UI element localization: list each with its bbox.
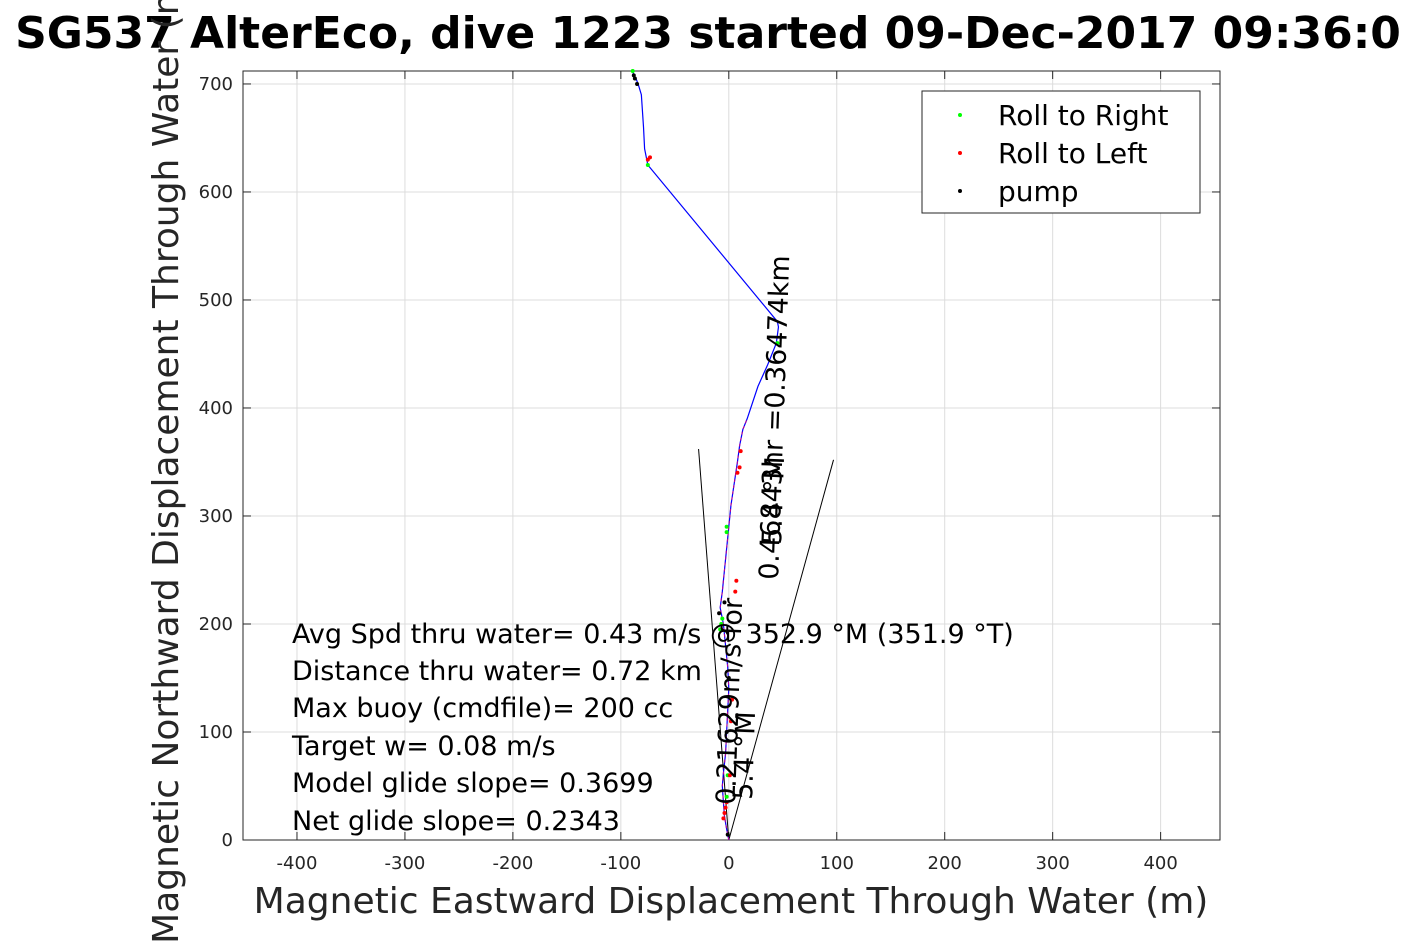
legend: Roll to Right Roll to Left pump — [921, 90, 1201, 214]
pump-point — [725, 832, 730, 837]
roll-left-point — [721, 816, 726, 821]
annotation-block: Avg Spd thru water= 0.43 m/s @ 352.9 °M … — [291, 619, 1014, 837]
y-tick-label: 600 — [199, 182, 233, 203]
annotation-avg-speed: Avg Spd thru water= 0.43 m/s @ 352.9 °M … — [292, 619, 1014, 650]
roll-right-point — [645, 162, 650, 167]
roll-right-point — [724, 530, 729, 535]
legend-label-pump: pump — [998, 175, 1079, 208]
roll-right-point — [775, 341, 780, 346]
legend-marker-pump — [958, 189, 962, 193]
legend-marker-roll-left — [958, 151, 962, 155]
roll-left-point — [647, 155, 652, 160]
roll-left-point — [727, 773, 732, 778]
pump-point — [717, 611, 722, 616]
roll-left-point — [728, 719, 733, 724]
y-tick-label: 700 — [199, 74, 233, 95]
legend-label-roll-right: Roll to Right — [998, 99, 1169, 132]
x-tick-label: 0 — [723, 853, 734, 874]
roll-right-point — [719, 621, 724, 626]
heading-wedge-right — [728, 459, 835, 841]
y-tick-label: 500 — [199, 290, 233, 311]
pump-point — [726, 675, 731, 680]
pump-point — [631, 73, 636, 78]
legend-box — [921, 90, 1201, 214]
roll-right-point — [720, 616, 725, 621]
track-overlay-segment — [719, 418, 748, 841]
y-tick-label: 400 — [199, 398, 233, 419]
rotated-label-speed: 0.21629m/s for — [711, 597, 749, 806]
x-tick-label: -100 — [600, 853, 641, 874]
y-tick-label: 300 — [199, 506, 233, 527]
data-marks — [630, 69, 835, 841]
x-tick-label: -400 — [277, 853, 318, 874]
x-axis-label: Magnetic Eastward Displacement Through W… — [254, 881, 1209, 922]
legend-marker-roll-right — [958, 113, 962, 117]
roll-left-point — [733, 589, 738, 594]
x-tick-label: -300 — [385, 853, 426, 874]
roll-left-point — [738, 449, 743, 454]
roll-right-point — [724, 524, 729, 529]
pump-point — [632, 76, 637, 81]
plot-area-frame — [242, 70, 1221, 841]
annotation-distance: Distance thru water= 0.72 km — [292, 656, 702, 687]
legend-label-roll-left: Roll to Left — [998, 137, 1147, 170]
y-tick-label: 200 — [199, 614, 233, 635]
roll-left-point — [722, 810, 727, 815]
x-tick-label: 100 — [820, 853, 854, 874]
annotation-max-buoy: Max buoy (cmdfile)= 200 cc — [292, 693, 673, 724]
roll-right-point — [724, 794, 729, 799]
y-tick-label: 100 — [199, 722, 233, 743]
x-tick-label: -200 — [492, 853, 533, 874]
pump-point — [722, 600, 727, 605]
pump-point — [724, 729, 729, 734]
x-tick-label: 400 — [1143, 853, 1177, 874]
roll-right-point — [630, 69, 635, 73]
roll-left-point — [723, 805, 728, 810]
grid — [243, 71, 1220, 841]
roll-left-point — [724, 800, 729, 805]
y-axis-label: Magnetic Northward Displacement Through … — [146, 0, 187, 944]
pump-point — [635, 81, 640, 86]
roll-right-point — [718, 627, 723, 632]
x-tick-label: 300 — [1035, 853, 1069, 874]
chart-title: SG537 AlterEco, dive 1223 started 09-Dec… — [15, 8, 1401, 59]
roll-left-point — [735, 470, 740, 475]
x-tick-label: 200 — [928, 853, 962, 874]
axis-ticks: -400 -300 -200 -100 0 100 200 300 400 0 100 200 300 4… — [199, 71, 1220, 874]
roll-left-point — [734, 578, 739, 583]
rotated-label-heading-lower: 5.4 °M — [728, 711, 762, 800]
rotated-label-heading-upper: 5.4 °M — [757, 456, 791, 545]
roll-left-point — [730, 697, 735, 702]
rotated-labels: 0.46843hr =0.36474km 5.4 °M 0.21629m/s f… — [711, 255, 796, 806]
roll-left-point — [737, 465, 742, 470]
annotation-net-glide: Net glide slope= 0.2343 — [292, 806, 620, 837]
y-tick-label: 0 — [222, 830, 233, 851]
annotation-model-glide: Model glide slope= 0.3699 — [292, 768, 654, 799]
annotation-target-w: Target w= 0.08 m/s — [291, 731, 556, 762]
